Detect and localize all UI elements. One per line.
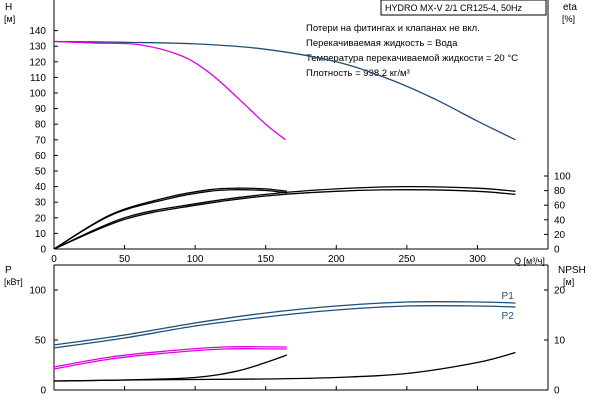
x-tick-label: 0 (51, 254, 57, 265)
series-line-0-2 (53, 187, 287, 250)
y-right-tick-label: 100 (554, 172, 571, 183)
y-left-tick-label: 120 (29, 57, 46, 68)
y-right-tick-label: 20 (554, 230, 566, 241)
y-left-tick-label: 20 (35, 213, 47, 224)
note-density: Плотность = 998.2 кг/м³ (306, 68, 410, 79)
y-left-tick-label: 40 (35, 182, 47, 193)
chart-title-box (380, 0, 547, 16)
y-left-tick-label: 90 (35, 104, 47, 115)
y-left-title-bottom: P (5, 265, 12, 276)
series-line-1-2 (53, 346, 287, 368)
y-right-unit-bottom: [м] (563, 277, 574, 287)
note-liquid: Перекачиваемая жидкость = Вода (306, 38, 458, 49)
y-left-tick-label: 80 (35, 120, 47, 131)
y-left-tick-label: 10 (35, 229, 47, 240)
y-left-tick-label: 100 (29, 89, 46, 100)
power-npsh-chart: 0 50 100 0 10 20 P1 P2 (29, 264, 566, 397)
y-right-tick-label: 0 (554, 245, 560, 256)
y-right-title-bottom: NPSH (558, 265, 586, 276)
head-efficiency-chart: 0 50 100 150 200 250 3000102030405060708090100… (29, 0, 571, 265)
y-left-tick-label: 0 (40, 245, 46, 256)
series-line-1-0 (53, 300, 516, 346)
y-right-tick-label: 80 (554, 186, 566, 197)
x-tick-label: 100 (187, 254, 204, 265)
y-left-tick-label: 0 (40, 386, 46, 397)
x-tick-label: 150 (257, 254, 274, 265)
y-left-tick-label: 110 (30, 73, 46, 84)
y-left-unit-bottom: [кВт] (4, 277, 23, 287)
y-right-tick-label: 10 (554, 336, 566, 347)
y-left-tick-label: 140 (29, 26, 46, 37)
series-line-0-0 (53, 40, 516, 141)
series-line-0-4 (53, 189, 516, 250)
y-left-title-top: H (5, 2, 12, 13)
note-fitting-losses: Потери на фитингах и клапанах не вкл. (306, 23, 480, 34)
series-line-1-3 (53, 348, 287, 370)
series-label: P1 (502, 291, 515, 302)
y-right-title-top: eta (563, 2, 577, 13)
series-label: P2 (502, 311, 515, 322)
y-right-unit-top: [%] (562, 14, 575, 24)
y-left-tick-label: 130 (29, 42, 46, 53)
y-left-unit-top: [м] (4, 14, 15, 24)
note-temperature: Температура перекачиваемой жидкости = 20… (306, 53, 518, 64)
series-line-0-1 (53, 40, 286, 141)
y-left-tick-label: 100 (29, 286, 46, 297)
series-line-1-4 (53, 354, 288, 382)
y-right-tick-label: 40 (554, 215, 566, 226)
series-line-1-5 (53, 351, 516, 382)
x-tick-label: 50 (119, 254, 131, 265)
series-line-0-3 (53, 189, 287, 250)
x-tick-label: 200 (328, 254, 345, 265)
y-left-tick-label: 30 (35, 198, 47, 209)
y-left-tick-label: 50 (35, 167, 47, 178)
y-right-tick-label: 60 (554, 201, 566, 212)
y-right-tick-label: 20 (554, 286, 566, 297)
x-tick-label: 300 (469, 254, 486, 265)
chart-title: HYDRO MX-V 2/1 CR125-4, 50Hz (385, 3, 523, 13)
x-axis-title-top: Q [м³/ч] (514, 256, 545, 266)
y-right-tick-label: 0 (554, 386, 560, 397)
series-line-1-1 (53, 304, 516, 349)
y-left-tick-label: 60 (35, 151, 47, 162)
y-left-tick-label: 70 (35, 135, 47, 146)
y-left-tick-label: 50 (35, 336, 47, 347)
series-line-0-5 (53, 185, 516, 250)
x-tick-label: 250 (399, 254, 416, 265)
